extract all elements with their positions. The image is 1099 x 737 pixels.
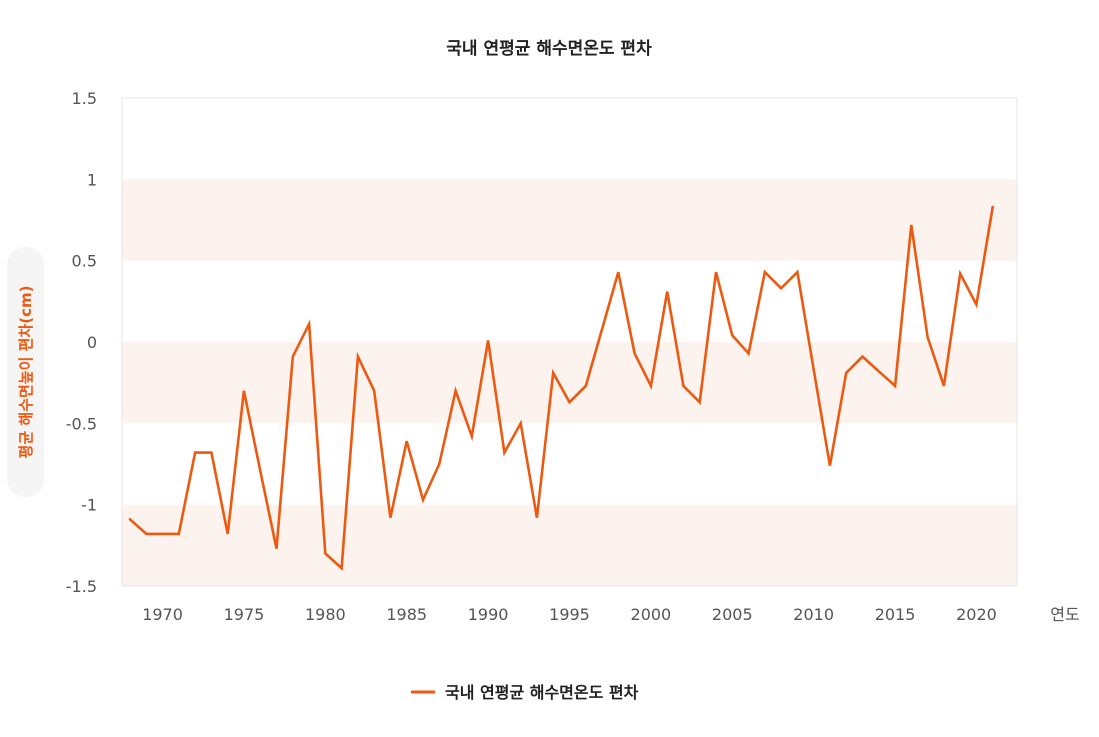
x-tick-label: 2005 xyxy=(712,605,753,624)
x-tick-label: 2020 xyxy=(956,605,997,624)
x-tick-label: 1985 xyxy=(386,605,427,624)
series-layer xyxy=(128,205,995,571)
x-axis-ticks: 1970 1975 1980 1985 1990 1995 2000 2005 2010 2015… xyxy=(142,605,997,624)
y-tick-label: 0.5 xyxy=(72,252,97,271)
series-line[interactable] xyxy=(128,205,995,571)
x-tick-label: 1975 xyxy=(224,605,265,624)
x-tick-label: 2015 xyxy=(875,605,916,624)
x-tick-label: 1990 xyxy=(468,605,509,624)
y-tick-label: -0.5 xyxy=(66,414,97,433)
chart-title: 국내 연평균 해수면온도 편차 xyxy=(446,39,652,59)
background-band xyxy=(122,504,1017,586)
legend-label: 국내 연평균 해수면온도 편차 xyxy=(445,683,639,702)
background-band xyxy=(122,342,1017,424)
background-bands xyxy=(122,179,1017,586)
y-tick-label: -1.5 xyxy=(66,577,97,596)
x-tick-label: 1995 xyxy=(549,605,590,624)
x-tick-label: 2010 xyxy=(793,605,834,624)
legend[interactable]: 국내 연평균 해수면온도 편차 xyxy=(411,683,639,702)
x-tick-label: 1980 xyxy=(305,605,346,624)
x-axis-label: 연도 xyxy=(1050,605,1079,624)
y-axis-ticks: 1.5 1 0.5 0 -0.5 -1 -1.5 xyxy=(66,89,97,596)
y-axis-label-group: 평균 해수면높이 편차(cm) xyxy=(7,247,44,497)
y-axis-label: 평균 해수면높이 편차(cm) xyxy=(17,286,35,459)
y-axis-label-pill xyxy=(7,247,44,497)
background-band xyxy=(122,179,1017,261)
y-tick-label: 0 xyxy=(87,333,97,352)
plot-frame xyxy=(121,97,1018,587)
y-tick-label: 1.5 xyxy=(72,89,97,108)
x-tick-label: 2000 xyxy=(631,605,672,624)
x-tick-label: 1970 xyxy=(142,605,183,624)
y-tick-label: 1 xyxy=(87,170,97,189)
y-tick-label: -1 xyxy=(81,496,97,515)
